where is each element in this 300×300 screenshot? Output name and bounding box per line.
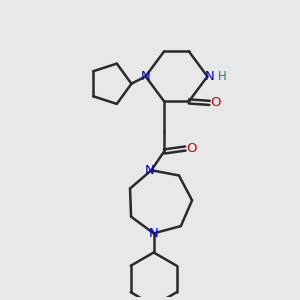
Text: O: O: [211, 96, 221, 110]
Text: N: N: [145, 164, 155, 177]
Text: H: H: [218, 70, 227, 83]
Text: N: N: [141, 70, 151, 83]
Text: N: N: [149, 227, 159, 240]
Text: O: O: [187, 142, 197, 155]
Text: N: N: [205, 70, 214, 83]
